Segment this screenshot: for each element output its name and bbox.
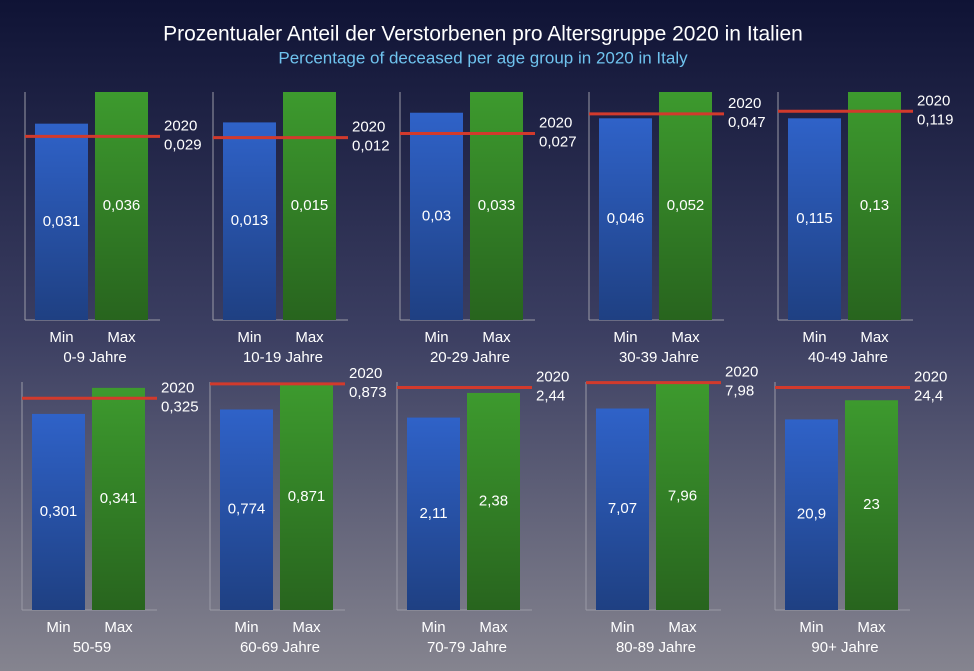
reference-value-label: 0,119 — [917, 111, 953, 128]
group-label: 90+ Jahre — [811, 639, 878, 656]
bar-shade — [223, 122, 276, 321]
x-tick-label: Max — [104, 619, 133, 636]
reference-label: 2020 — [917, 92, 950, 109]
bar-shade — [845, 400, 898, 610]
group-label: 30-39 Jahre — [619, 349, 699, 366]
reference-label: 2020 — [536, 368, 569, 385]
value-label: 0,031 — [43, 213, 81, 230]
x-tick-label: Max — [479, 619, 508, 636]
value-label: 0,015 — [291, 197, 329, 214]
x-tick-label: Max — [671, 329, 700, 346]
value-label: 0,013 — [231, 212, 269, 229]
bar-shade — [35, 123, 88, 321]
bar-shade — [283, 92, 336, 320]
x-tick-label: Max — [107, 329, 136, 346]
x-tick-label: Min — [49, 329, 73, 346]
x-tick-label: Max — [668, 619, 697, 636]
value-label: 0,13 — [860, 197, 889, 214]
value-label: 23 — [863, 496, 880, 513]
reference-label: 2020 — [728, 95, 761, 112]
x-tick-label: Min — [424, 329, 448, 346]
value-label: 0,871 — [288, 488, 326, 505]
x-tick-label: Min — [421, 619, 445, 636]
bar-shade — [848, 92, 901, 320]
reference-value-label: 24,4 — [914, 387, 943, 404]
reference-label: 2020 — [164, 117, 197, 134]
value-label: 0,036 — [103, 197, 141, 214]
x-tick-label: Max — [860, 329, 889, 346]
value-label: 2,38 — [479, 492, 508, 509]
bar-shade — [95, 92, 148, 320]
reference-value-label: 0,873 — [349, 384, 387, 401]
value-label: 0,301 — [40, 503, 78, 520]
value-label: 7,96 — [668, 488, 697, 505]
value-label: 7,07 — [608, 500, 637, 517]
value-label: 0,341 — [100, 490, 138, 507]
bar-shade — [470, 92, 523, 320]
x-tick-label: Min — [802, 329, 826, 346]
reference-label: 2020 — [352, 119, 385, 136]
x-tick-label: Min — [613, 329, 637, 346]
group-label: 40-49 Jahre — [808, 349, 888, 366]
x-tick-label: Min — [610, 619, 634, 636]
reference-label: 2020 — [161, 379, 194, 396]
chart-title: Prozentualer Anteil der Verstorbenen pro… — [163, 23, 803, 46]
bar-shade — [220, 409, 273, 610]
reference-label: 2020 — [725, 364, 758, 381]
chart-subtitle: Percentage of deceased per age group in … — [278, 48, 688, 67]
bar-shade — [280, 384, 333, 610]
value-label: 0,046 — [607, 210, 645, 227]
bar-shade — [596, 408, 649, 610]
value-label: 2,11 — [419, 505, 447, 522]
bar-shade — [410, 112, 463, 321]
value-label: 0,774 — [228, 501, 266, 518]
reference-value-label: 7,98 — [725, 383, 754, 400]
reference-value-label: 2,44 — [536, 387, 565, 404]
reference-value-label: 0,012 — [352, 138, 390, 155]
x-tick-label: Max — [857, 619, 886, 636]
value-label: 0,03 — [422, 207, 451, 224]
bar-shade — [32, 413, 85, 610]
bar-shade — [785, 419, 838, 610]
bar-shade — [659, 92, 712, 320]
bar-shade — [788, 118, 841, 320]
bar-shade — [407, 417, 460, 610]
reference-label: 2020 — [349, 365, 382, 382]
group-label: 80-89 Jahre — [616, 639, 696, 656]
value-label: 20,9 — [797, 506, 826, 523]
x-tick-label: Min — [234, 619, 258, 636]
x-tick-label: Max — [292, 619, 321, 636]
group-label: 0-9 Jahre — [63, 349, 126, 366]
group-label: 50-59 — [73, 639, 111, 656]
bar-shade — [599, 118, 652, 320]
reference-value-label: 0,027 — [539, 133, 577, 150]
value-label: 0,115 — [796, 210, 832, 227]
reference-value-label: 0,325 — [161, 398, 199, 415]
reference-value-label: 0,029 — [164, 136, 202, 153]
reference-value-label: 0,047 — [728, 114, 766, 131]
bar-shade — [656, 383, 709, 610]
group-label: 10-19 Jahre — [243, 349, 323, 366]
group-label: 60-69 Jahre — [240, 639, 320, 656]
group-label: 70-79 Jahre — [427, 639, 507, 656]
reference-label: 2020 — [914, 368, 947, 385]
group-label: 20-29 Jahre — [430, 349, 510, 366]
value-label: 0,033 — [478, 197, 516, 214]
x-tick-label: Min — [799, 619, 823, 636]
reference-label: 2020 — [539, 114, 572, 131]
x-tick-label: Min — [46, 619, 70, 636]
x-tick-label: Min — [237, 329, 261, 346]
value-label: 0,052 — [667, 197, 705, 214]
x-tick-label: Max — [482, 329, 511, 346]
x-tick-label: Max — [295, 329, 324, 346]
bar-shade — [467, 392, 520, 610]
bar-shade — [92, 387, 145, 610]
